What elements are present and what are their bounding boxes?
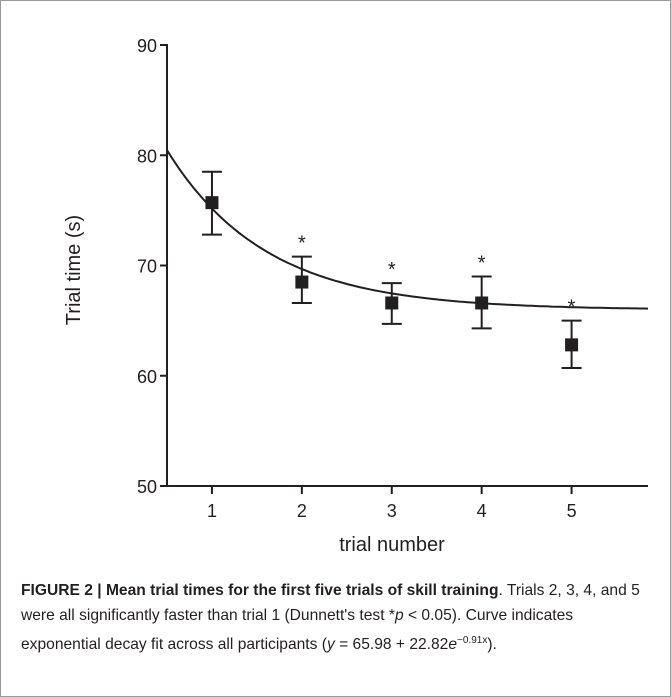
fit-curve [166, 149, 649, 310]
x-tick-label: 2 [297, 501, 307, 521]
caption-text-3: = 65.98 + 22.82 [334, 636, 449, 654]
data-point-group: * [291, 233, 312, 304]
caption-exponent: −0.91x [457, 635, 488, 646]
caption-y: y [326, 636, 335, 654]
caption-e: e [448, 636, 458, 654]
y-tick-label: 80 [137, 146, 157, 166]
data-marker [565, 338, 579, 352]
x-tick-label: 3 [387, 501, 397, 521]
y-axis: 50 60 70 80 90 [137, 36, 168, 497]
data-marker [385, 296, 399, 310]
significance-marker: * [478, 253, 486, 275]
x-axis: 1 2 3 4 5 [167, 485, 648, 521]
caption-text-1: . Trials 2, 3, 4, and 5 were all signifi… [21, 582, 640, 624]
y-tick-label: 70 [137, 257, 157, 277]
data-point-group: * [471, 253, 492, 330]
data-point-group: * [561, 297, 582, 370]
data-marker [475, 296, 489, 310]
data-marker [295, 275, 309, 289]
y-tick-label: 90 [137, 36, 157, 56]
data-point-group [201, 170, 222, 236]
x-tick-label: 1 [207, 501, 217, 521]
x-axis-label: trial number [339, 534, 445, 556]
caption-label: FIGURE 2 | Mean trial times for the firs… [21, 582, 499, 599]
data-point-group: * [381, 259, 402, 325]
data-marker [205, 196, 219, 210]
significance-marker: * [298, 233, 306, 255]
y-axis-label: Trial time (s) [63, 215, 85, 325]
figure-caption: FIGURE 2 | Mean trial times for the firs… [21, 578, 655, 657]
y-tick-label: 50 [137, 477, 157, 497]
caption-p: p [394, 607, 404, 624]
caption-text-4: ). [487, 636, 497, 654]
caption-text-2: < 0.05). Curve indicates exponential dec… [21, 607, 574, 654]
y-tick-label: 60 [137, 367, 157, 387]
x-tick-label: 5 [567, 501, 577, 521]
chart: 50 60 70 80 90 1 2 3 4 5 * * * * Trial time (s) tri… [63, 36, 649, 556]
data-points: * * * * [201, 170, 582, 370]
significance-marker: * [388, 259, 396, 281]
x-tick-label: 4 [477, 501, 487, 521]
significance-marker: * [568, 297, 576, 319]
